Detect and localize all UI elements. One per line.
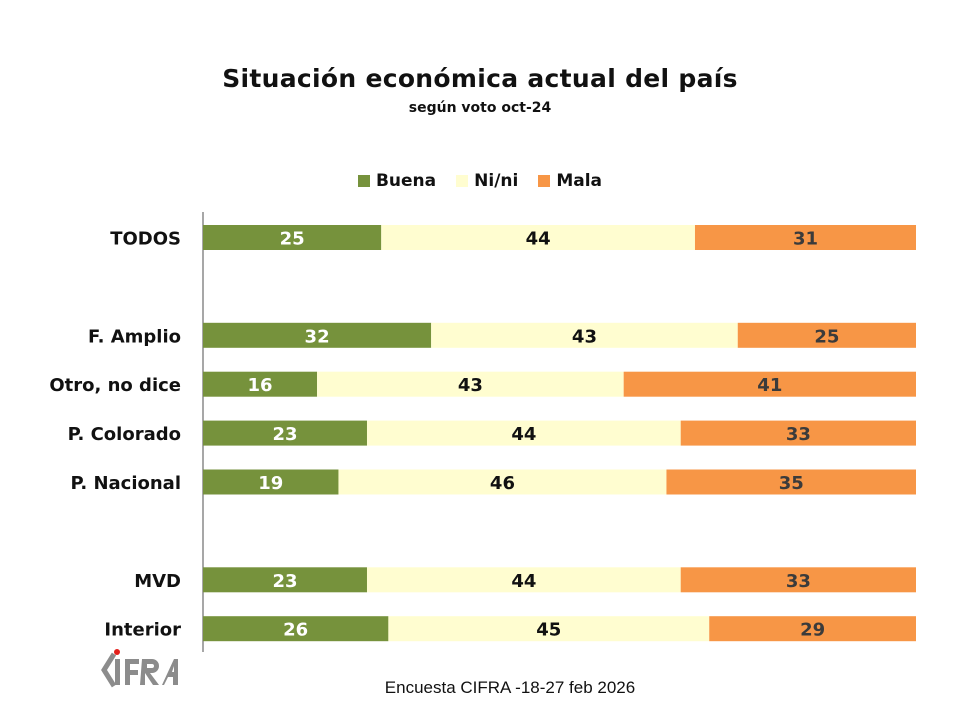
bar-nini-6 [388,616,710,642]
bar-buena-6 [203,616,389,642]
data-label: 19 [258,473,283,494]
data-label: 43 [572,326,597,347]
data-label: 23 [272,424,297,445]
data-label: 44 [511,571,536,592]
bar-buena-3 [203,420,367,446]
bar-buena-5 [203,567,367,593]
bar-buena-0 [203,225,382,250]
data-label: 16 [248,375,273,396]
legend-swatch-nini [456,175,469,187]
category-label: Otro, no dice [49,375,181,396]
cifra-logo-icon [101,649,178,688]
bar-buena-1 [203,322,432,348]
bar-nini-5 [366,567,681,593]
data-label: 33 [786,424,811,445]
legend-item-buena: Buena [357,171,437,191]
data-label: 23 [272,571,297,592]
bar-nini-1 [431,322,738,348]
data-label: 46 [490,473,515,494]
bar-buena-4 [203,469,339,495]
category-label: F. Amplio [88,326,181,347]
legend-label-mala: Mala [556,171,603,191]
data-label: 29 [800,620,825,641]
data-label: 35 [779,473,804,494]
data-label: 25 [814,326,839,347]
bar-mala-6 [709,616,916,642]
bar-mala-2 [623,371,916,397]
data-label: 44 [511,424,536,445]
chart-subtitle: según voto oct-24 [408,100,552,116]
category-label: Interior [104,620,181,641]
chart-title: Situación económica actual del país [222,64,738,93]
data-label: 26 [283,620,308,641]
legend-swatch-mala [538,175,551,187]
legend-item-nini: Ni/ni [456,171,518,191]
data-label: 45 [536,620,561,641]
bar-nini-4 [338,469,667,495]
bar-mala-5 [680,567,916,593]
category-label: P. Colorado [68,424,181,445]
data-label: 43 [458,375,483,396]
category-label: P. Nacional [70,473,181,494]
bar-buena-2 [203,371,318,397]
legend-label-nini: Ni/ni [474,171,519,191]
bar-nini-0 [381,225,695,250]
legend-item-mala: Mala [538,171,602,191]
data-label: 41 [757,375,782,396]
bar-mala-4 [666,469,916,495]
bar-nini-2 [317,371,624,397]
data-label: 32 [305,326,330,347]
footer-source: Encuesta CIFRA -18-27 feb 2026 [384,678,636,697]
legend: Buena Ni/ni Mala [0,171,960,191]
legend-swatch-buena [357,175,370,187]
category-label: TODOS [110,229,181,250]
legend-label-buena: Buena [375,171,437,191]
data-label: 44 [526,229,551,250]
category-label: MVD [134,571,181,592]
bar-nini-3 [366,420,681,446]
data-label: 31 [793,229,818,250]
bar-mala-1 [737,322,916,348]
bar-mala-3 [680,420,916,446]
data-label: 25 [280,229,305,250]
bar-mala-0 [694,225,916,250]
data-label: 33 [786,571,811,592]
